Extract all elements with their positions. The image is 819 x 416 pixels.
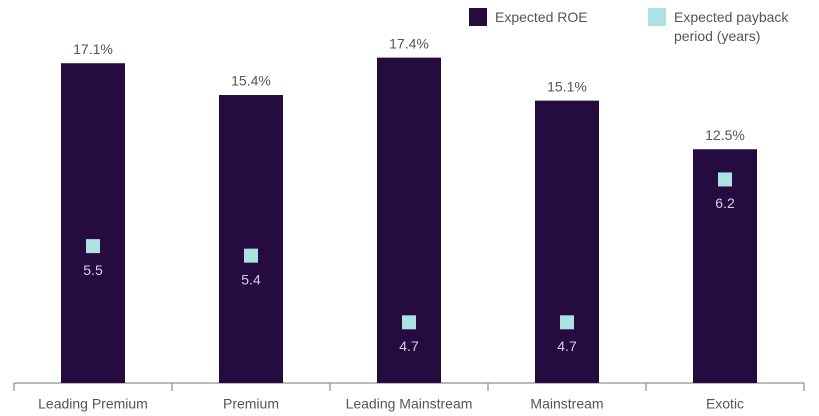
data-label: 15.4% — [231, 73, 271, 89]
data-label: 4.7 — [557, 338, 577, 354]
data-label: 6.2 — [715, 195, 735, 211]
marker — [402, 315, 416, 330]
legend-item: Expected ROE — [469, 8, 588, 27]
data-label: 5.4 — [241, 271, 261, 287]
legend-swatch — [648, 8, 666, 26]
marker — [560, 315, 574, 330]
bar — [377, 57, 441, 384]
marker — [718, 172, 732, 187]
x-tick-label: Leading Mainstream — [346, 396, 473, 412]
marker — [244, 248, 258, 263]
data-label: 4.7 — [399, 338, 419, 354]
x-tick-label: Leading Premium — [38, 396, 148, 412]
legend-swatch — [469, 8, 487, 26]
bar — [219, 95, 283, 384]
data-label: 5.5 — [83, 262, 103, 278]
bar — [693, 149, 757, 383]
x-tick-label: Mainstream — [530, 396, 603, 412]
data-label: 17.4% — [389, 35, 429, 51]
data-label: 17.1% — [73, 41, 113, 57]
x-tick-label: Premium — [223, 396, 279, 412]
bar — [535, 100, 599, 383]
marker — [86, 239, 100, 254]
data-label: 12.5% — [705, 127, 745, 143]
legend-label: Expected ROE — [495, 9, 588, 25]
data-label: 15.1% — [547, 78, 587, 94]
legend-item: Expected payback period (years) — [648, 8, 798, 46]
x-tick-label: Exotic — [706, 396, 744, 412]
legend-label: Expected payback period (years) — [674, 9, 789, 44]
bar — [61, 63, 125, 383]
